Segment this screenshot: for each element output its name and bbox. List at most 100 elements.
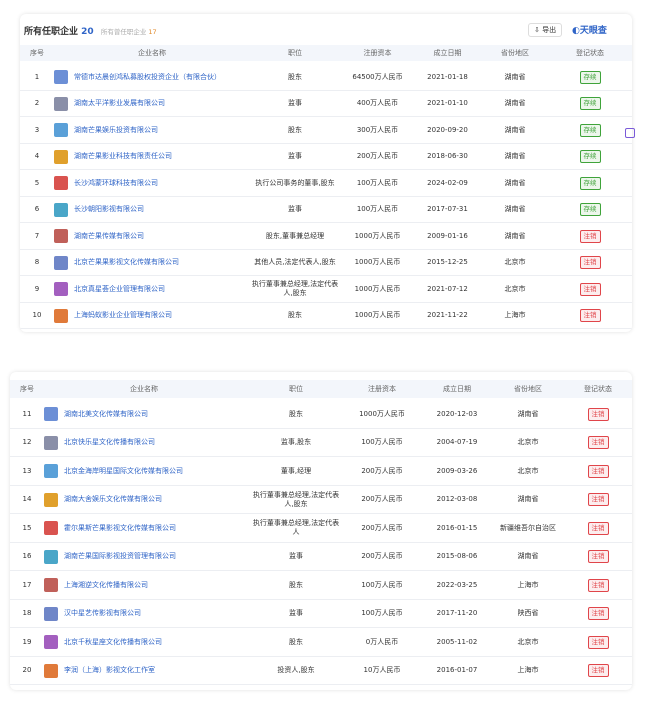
table-cell: 1000万人民币 [359,409,405,418]
table-cell: 董事,经理 [280,466,312,475]
company-logo [44,435,58,450]
company-logo [54,255,68,270]
company-name[interactable]: 上海湘逆文化传播有限公司 [64,580,148,589]
company-name[interactable]: 汉中星艺传影视有限公司 [64,609,141,618]
company-logo [44,606,58,621]
status-cell: 注销 [564,400,632,429]
table-cell: 监事 [289,609,303,618]
company-name[interactable]: 霍尔果斯芒果影视文化传媒有限公司 [64,523,176,532]
status-cell: 存续 [550,197,630,224]
row-divider [10,627,632,628]
table-cell: 2005-11-02 [436,637,478,646]
company-logo [54,176,68,191]
status-cell: 存续 [550,170,630,197]
table-cell: 100万人民币 [361,438,403,447]
table-cell: 1000万人民币 [354,284,401,293]
table-cell: 1000万人民币 [354,311,401,320]
company-logo [54,308,68,323]
table-header [10,380,632,398]
company-name[interactable]: 北京真星荟企业管理有限公司 [74,284,165,293]
table-cell: 200万人民币 [361,466,403,475]
row-index: 11 [22,409,32,418]
card: 所有任职企业 20 所有曾任职企业 17 ⇩ 导出 ◐天眼查 序号 企业名称 职位注… [20,14,632,332]
company-name[interactable]: 北京千秋星座文化传播有限公司 [64,637,162,646]
column-header: 职位 [288,48,302,57]
table-cell: 2016-01-07 [436,666,478,675]
row-index: 10 [32,311,42,320]
status-badge: 存续 [579,97,601,111]
former-label: 所有曾任职企业 [100,28,147,36]
status-cell: 注销 [564,600,632,629]
company-name[interactable]: 北京芒果果影视文化传媒有限公司 [74,258,179,267]
side-icon[interactable] [625,128,635,138]
row-index: 16 [22,552,32,561]
company-name[interactable]: 长沙鸿蒙环球科技有限公司 [74,178,158,187]
company-name[interactable]: 北京金海岸明星国际文化传媒有限公司 [64,466,183,475]
table-cell: 10万人民币 [363,666,401,675]
row-index: 7 [34,231,40,240]
status-badge: 注销 [579,282,601,296]
row-divider [10,427,632,429]
column-header: 企业名称 [138,48,166,57]
status-cell: 注销 [550,276,630,303]
column-header: 登记状态 [576,48,604,57]
table-cell: 股东 [288,72,302,81]
table-cell: 湖南省 [504,125,526,134]
table-cell: 2018-06-30 [427,152,468,161]
row-index: 19 [22,637,32,646]
company-name[interactable]: 常德市达晨创鸿私募股权投资企业（有限合伙） [74,72,221,81]
row-divider [20,142,632,144]
table-cell: 湖南省 [504,72,526,81]
status-badge: 存续 [579,70,601,84]
row-divider [20,328,632,329]
table-cell: 2017-07-31 [427,205,468,214]
column-header: 序号 [30,48,44,57]
company-name[interactable]: 湖南太平洋影业发展有限公司 [74,99,165,108]
table-header [20,45,632,61]
row-index: 17 [22,580,32,589]
table-cell: 2009-03-26 [436,466,478,475]
company-name[interactable]: 湖南芒果国际影视投资管理有限公司 [64,552,176,561]
company-logo [44,578,58,593]
company-name[interactable]: 湖南北美文化传媒有限公司 [64,409,148,418]
row-index: 20 [22,666,32,675]
table-cell: 2020-12-03 [436,409,478,418]
brand-label: 天眼查 [579,26,607,36]
table-cell: 北京市 [517,637,539,646]
status-badge: 注销 [579,256,601,270]
table-cell: 股东 [289,637,303,646]
table-cell: 64500万人民币 [352,72,403,81]
status-badge: 注销 [587,407,609,421]
row-index: 6 [34,205,40,214]
column-header: 注册资本 [363,48,392,57]
table-cell: 2009-01-16 [427,231,468,240]
table-cell: 湖南省 [504,231,526,240]
table-cell: 2004-07-19 [436,438,478,447]
status-cell: 注销 [550,303,630,330]
table-cell: 北京市 [517,438,539,447]
table-cell: 100万人民币 [361,580,403,589]
table-cell: 200万人民币 [356,152,399,161]
company-name[interactable]: 湖南芒果影业科技有限责任公司 [74,152,172,161]
company-name[interactable]: 李润（上海）影视文化工作室 [64,666,155,675]
table-cell: 100万人民币 [361,609,403,618]
table-cell: 2016-01-15 [436,523,478,532]
card: 序号 企业名称 职位 注册资本 成立日期 省份地区 登记状态 11 湖南北美文化传媒有限公司 股东… [10,372,632,690]
table-cell: 上海市 [517,666,539,675]
company-name[interactable]: 北京快乐星文化传播有限公司 [64,438,155,447]
table-cell: 400万人民币 [356,99,399,108]
export-button[interactable]: ⇩ 导出 [528,23,563,37]
company-name[interactable]: 湖南芒果传媒有限公司 [74,231,144,240]
table-cell: 湖南省 [504,152,526,161]
row-divider [20,89,632,91]
table-cell: 执行董事兼总经理,法定代表人,股东 [252,490,340,508]
column-header: 省份地区 [501,48,529,57]
company-name[interactable]: 湖南芒果娱乐投资有限公司 [74,125,158,134]
table-cell: 2020-09-20 [427,125,468,134]
company-name[interactable]: 湖南大舍娱乐文化传媒有限公司 [64,495,162,504]
table-cell: 200万人民币 [361,523,403,532]
company-name[interactable]: 长沙朝阳影视有限公司 [74,205,144,214]
table-cell: 湖南省 [517,495,539,504]
former: 所有曾任职企业 17 [101,28,157,36]
company-name[interactable]: 上海蚂蚁影业企业管理有限公司 [74,311,172,320]
